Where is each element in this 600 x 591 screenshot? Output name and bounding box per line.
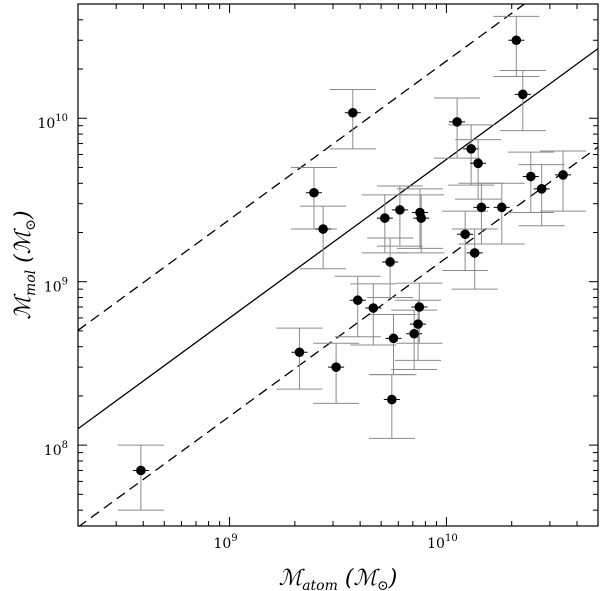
y-axis-label: ℳmol (ℳ⊙)	[11, 210, 39, 319]
data-point-28	[536, 184, 547, 194]
data-point-13	[409, 328, 419, 339]
data-point-2	[309, 187, 319, 198]
x-tick-label: 1010	[427, 533, 458, 552]
data-point-4	[331, 362, 341, 372]
data-point-11	[388, 333, 399, 344]
data-point-6	[352, 295, 363, 306]
data-point-8	[380, 213, 390, 223]
data-point-9	[385, 257, 395, 267]
data-point-10	[387, 394, 397, 405]
data-point-22	[473, 158, 483, 169]
data-point-5	[347, 107, 358, 118]
data-point-0	[136, 465, 146, 476]
data-points	[136, 35, 568, 476]
data-point-25	[511, 35, 522, 46]
data-point-14	[413, 319, 423, 329]
x-tick-label: 109	[213, 533, 237, 552]
data-point-19	[460, 229, 470, 240]
plot-frame	[77, 3, 599, 527]
y-tick-label: 108	[44, 440, 68, 459]
data-point-29	[558, 170, 568, 180]
error-bars	[117, 15, 587, 511]
data-point-23	[476, 202, 487, 213]
model-lines	[78, 4, 598, 526]
fit-line	[78, 48, 598, 430]
data-point-12	[395, 205, 405, 215]
x-axis-label: ℳatom (ℳ⊙)	[279, 566, 398, 591]
data-point-21	[469, 248, 480, 258]
data-point-26	[517, 89, 528, 100]
data-point-20	[466, 144, 476, 154]
scatter-line-1	[78, 4, 526, 331]
y-tick-label: 109	[44, 277, 68, 296]
data-point-1	[294, 347, 305, 358]
data-point-7	[368, 303, 379, 313]
data-point-18	[452, 117, 462, 127]
data-point-3	[318, 224, 328, 234]
y-tick-label: 1010	[37, 113, 68, 132]
data-point-24	[496, 202, 507, 213]
data-point-27	[526, 171, 536, 182]
data-point-17	[416, 213, 426, 223]
data-point-15	[414, 302, 425, 312]
axis-ticks: 109 1010 108 109 1010	[37, 3, 599, 552]
